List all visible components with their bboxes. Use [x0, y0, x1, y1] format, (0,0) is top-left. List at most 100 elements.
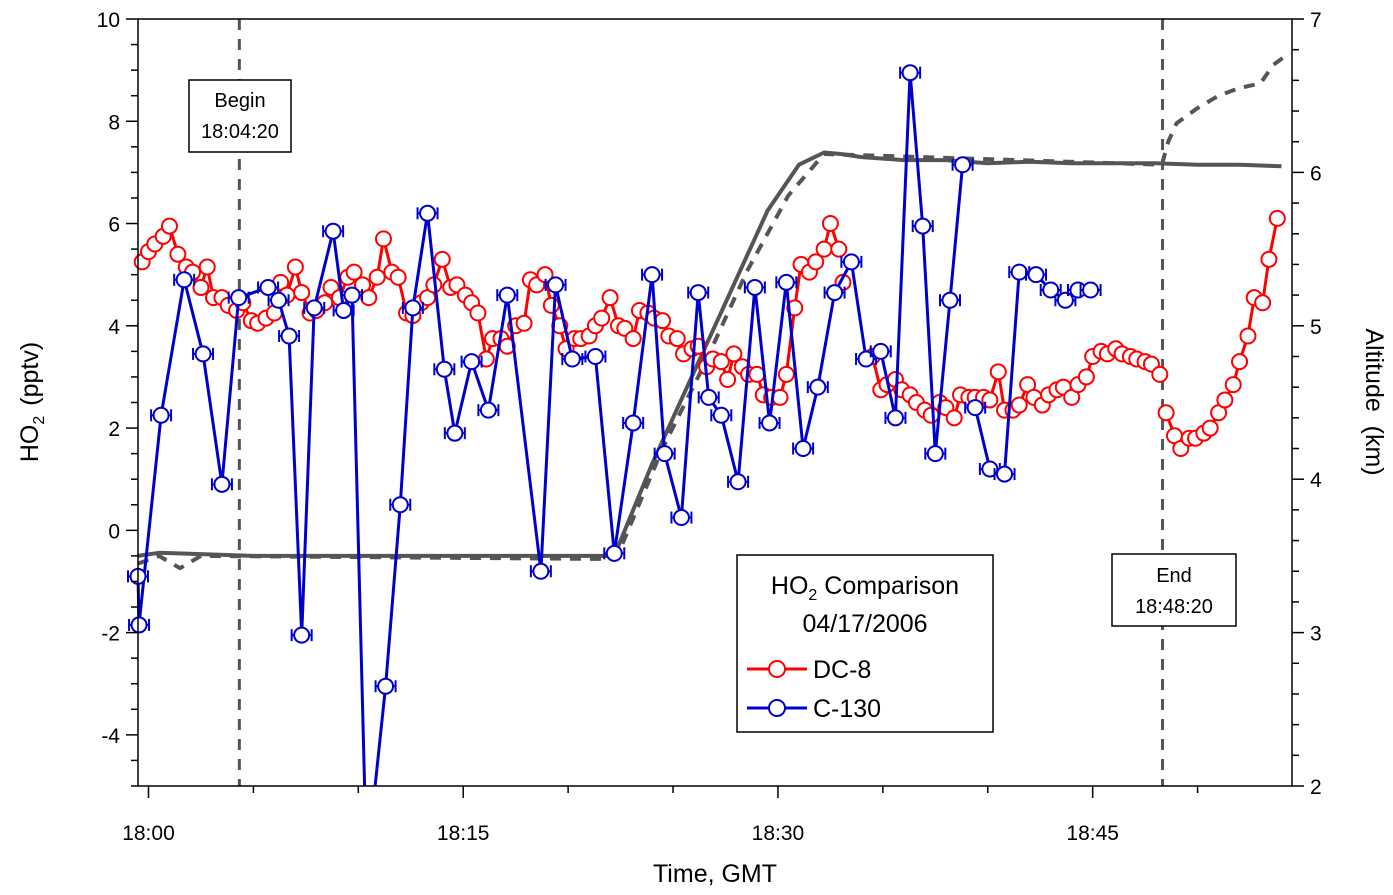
- point-dc8: [1157, 404, 1175, 422]
- point-c130: [901, 64, 919, 82]
- point-dc8: [989, 363, 1007, 381]
- point-dc8: [1151, 365, 1169, 383]
- point-c130: [435, 360, 453, 378]
- point-dc8: [360, 289, 378, 307]
- point-dc8: [542, 296, 560, 314]
- point-c130: [1056, 291, 1074, 309]
- point-c130: [280, 327, 298, 345]
- point-dc8: [1077, 368, 1095, 386]
- point-dc8: [515, 314, 533, 332]
- point-c130: [419, 204, 437, 222]
- point-dc8: [293, 284, 311, 302]
- point-dc8: [807, 253, 825, 271]
- point-c130: [842, 253, 860, 271]
- legend-title-rest: Comparison: [817, 572, 959, 600]
- legend-label-c130: C-130: [813, 695, 881, 723]
- point-c130: [586, 347, 604, 365]
- point-dc8: [345, 263, 363, 281]
- point-dc8: [1224, 376, 1242, 394]
- point-dc8: [192, 278, 210, 296]
- point-dc8: [1254, 294, 1272, 312]
- point-c130: [498, 286, 516, 304]
- x-tick-label: 18:00: [122, 822, 175, 845]
- point-dc8: [368, 268, 386, 286]
- y2-tick-label: 6: [1310, 162, 1322, 185]
- begin-annotation-time: 18:04:20: [201, 121, 279, 143]
- point-c130: [259, 278, 277, 296]
- point-c130: [729, 473, 747, 491]
- y2-tick-label: 4: [1310, 469, 1322, 492]
- point-c130: [532, 562, 550, 580]
- y-tick-label: 10: [97, 9, 120, 32]
- point-c130: [293, 626, 311, 644]
- point-dc8: [712, 353, 730, 371]
- point-c130: [377, 677, 395, 695]
- x-tick-label: 18:30: [752, 822, 805, 845]
- end-annotation: End 18:48:20: [1111, 553, 1237, 627]
- end-annotation-time: 18:48:20: [1135, 596, 1213, 618]
- legend-swatch-marker-c130: [768, 699, 786, 717]
- x-axis-title: Time, GMT: [653, 860, 777, 888]
- point-c130: [1010, 263, 1028, 281]
- begin-annotation-box: [188, 79, 292, 153]
- point-dc8: [389, 268, 407, 286]
- point-c130: [213, 475, 231, 493]
- svg-text:HO2(pptv): HO2 (pptv): [16, 342, 48, 462]
- y-tick-label: -2: [101, 623, 120, 646]
- y-tick-label: 0: [108, 520, 120, 543]
- legend-label-dc8: DC-8: [813, 656, 871, 684]
- point-dc8: [821, 215, 839, 233]
- y-tick-label: 2: [108, 418, 120, 441]
- point-dc8: [771, 388, 789, 406]
- point-c130: [656, 445, 674, 463]
- point-dc8: [624, 330, 642, 348]
- point-c130: [689, 284, 707, 302]
- point-c130: [809, 378, 827, 396]
- point-dc8: [433, 250, 451, 268]
- point-c130: [305, 299, 323, 317]
- begin-annotation-label: Begin: [214, 90, 265, 112]
- point-c130: [1082, 281, 1100, 299]
- point-c130: [463, 353, 481, 371]
- svg-text:Altitude (km): Altitude (km): [1360, 328, 1388, 475]
- legend-title-subscript: 2: [808, 587, 817, 604]
- point-c130: [446, 424, 464, 442]
- y-tick-label: 6: [108, 214, 120, 237]
- point-c130: [761, 414, 779, 432]
- point-c130: [547, 276, 565, 294]
- point-c130: [700, 388, 718, 406]
- point-c130: [746, 278, 764, 296]
- point-dc8: [593, 309, 611, 327]
- point-dc8: [1268, 209, 1286, 227]
- point-c130: [270, 291, 288, 309]
- point-dc8: [469, 304, 487, 322]
- point-dc8: [374, 230, 392, 248]
- point-c130: [563, 350, 581, 368]
- y-tick-label: -4: [101, 725, 120, 748]
- point-dc8: [601, 289, 619, 307]
- y-axis-title-unit: (pptv): [16, 342, 44, 406]
- y2-tick-label: 5: [1310, 316, 1322, 339]
- point-c130: [954, 156, 972, 174]
- y2-tick-label: 7: [1310, 9, 1322, 32]
- series-line-dc8: [140, 222, 841, 399]
- end-annotation-label: End: [1156, 565, 1192, 587]
- point-c130: [643, 266, 661, 284]
- begin-annotation: Begin 18:04:20: [188, 79, 292, 153]
- altitude-traces: [137, 51, 1292, 571]
- point-c130: [175, 271, 193, 289]
- point-dc8: [668, 330, 686, 348]
- legend-title: HO2 Comparison: [771, 572, 959, 604]
- y2-tick-label: 3: [1310, 623, 1322, 646]
- point-dc8: [1231, 353, 1249, 371]
- point-c130: [335, 301, 353, 319]
- point-c130: [343, 286, 361, 304]
- legend-swatch-marker-dc8: [768, 660, 786, 678]
- point-c130: [404, 299, 422, 317]
- point-c130: [872, 342, 890, 360]
- point-c130: [794, 440, 812, 458]
- point-c130: [391, 496, 409, 514]
- point-dc8: [777, 365, 795, 383]
- point-dc8: [830, 240, 848, 258]
